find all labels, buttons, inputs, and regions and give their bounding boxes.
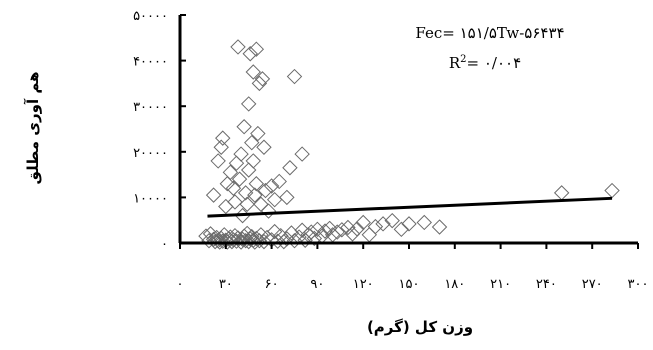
y-tick-label: ۴۰۰۰۰ <box>133 55 168 70</box>
data-point <box>321 220 338 237</box>
data-point <box>240 162 257 178</box>
data-point <box>231 171 248 187</box>
data-point <box>256 233 272 250</box>
data-point <box>269 233 286 249</box>
data-point <box>416 214 432 231</box>
data-point <box>239 225 255 242</box>
x-axis-title: وزن کل (گرم) <box>367 318 473 336</box>
data-point <box>286 233 303 249</box>
data-point <box>225 180 242 196</box>
data-point <box>604 182 620 199</box>
data-point <box>253 196 269 212</box>
data-point <box>294 222 310 238</box>
data-point <box>240 96 257 112</box>
data-point <box>257 182 274 199</box>
data-point <box>251 75 268 92</box>
trendline-layer <box>207 196 613 218</box>
x-tick-label: ۱۵۰ <box>399 277 420 292</box>
x-tick-label: ۰ <box>177 277 184 292</box>
y-tick-labels: ۰ ۱۰۰۰۰ ۲۰۰۰۰ ۳۰۰۰۰ ۴۰۰۰۰ ۵۰۰۰۰ <box>133 9 168 252</box>
data-point <box>245 153 261 169</box>
data-point <box>230 39 246 55</box>
data-point <box>317 223 333 239</box>
data-point <box>248 176 265 192</box>
r-squared: R2= ۰/۰۰۴ <box>449 54 521 72</box>
data-point <box>250 125 266 142</box>
data-point <box>349 221 365 237</box>
data-point <box>242 46 258 62</box>
x-tick-label: ۲۷۰ <box>582 277 603 292</box>
data-point <box>248 41 265 57</box>
y-tick-label: ۵۰۰۰۰ <box>133 9 168 24</box>
data-point <box>242 231 258 247</box>
data-point <box>279 189 295 206</box>
data-point <box>222 164 239 181</box>
data-point <box>367 218 384 235</box>
x-tick-label: ۱۲۰ <box>353 277 374 292</box>
r-squared-exponent: 2 <box>460 54 466 65</box>
data-point <box>237 233 254 249</box>
x-tick-label: ۶۰ <box>265 277 279 292</box>
data-point <box>306 230 323 247</box>
x-tick-labels: ۰ ۳۰ ۶۰ ۹۰ ۱۲۰ ۱۵۰ ۱۸۰ ۲۱۰ ۲۴۰ ۲۷۰ ۳۰۰ <box>177 277 649 292</box>
data-point <box>254 71 271 87</box>
data-point <box>361 227 378 243</box>
data-points <box>198 39 620 250</box>
data-point <box>237 185 254 201</box>
regression-equation: Fec= ۱۵۱/۵Tw-۵۶۴۳۴ <box>415 24 564 42</box>
x-tick-label: ۲۴۰ <box>536 277 557 292</box>
data-point <box>219 176 236 192</box>
data-point <box>271 173 287 190</box>
x-tick-label: ۲۱۰ <box>490 277 511 292</box>
r-squared-symbol: R <box>449 54 461 72</box>
x-tick-label: ۱۸۰ <box>444 277 465 292</box>
y-axis-title: هم آوری مطلق <box>24 72 42 185</box>
data-point <box>228 155 245 171</box>
data-point <box>236 119 252 135</box>
data-point <box>256 139 272 155</box>
data-point <box>227 194 243 210</box>
data-point <box>282 160 298 176</box>
x-tick-label: ۹۰ <box>310 277 324 292</box>
data-point <box>215 130 231 146</box>
data-point <box>393 221 410 238</box>
data-point <box>384 212 400 229</box>
data-point <box>286 68 303 85</box>
data-point <box>329 224 345 240</box>
axes <box>178 14 639 249</box>
y-tick-label: ۲۰۰۰۰ <box>133 146 168 161</box>
x-tick-label: ۳۰۰ <box>628 277 649 292</box>
data-point <box>247 187 263 203</box>
data-point <box>244 134 260 151</box>
r-squared-value: = ۰/۰۰۴ <box>467 54 522 72</box>
data-point <box>239 196 255 212</box>
data-point <box>266 223 283 240</box>
data-point <box>355 214 371 231</box>
data-point <box>431 219 448 235</box>
data-point <box>401 216 417 232</box>
data-point <box>245 64 261 80</box>
data-point <box>210 153 226 169</box>
data-point <box>334 222 350 238</box>
y-tick-label: ۰ <box>161 237 168 252</box>
x-tick-label: ۳۰ <box>219 277 233 292</box>
y-tick-label: ۱۰۰۰۰ <box>133 191 168 206</box>
data-point <box>553 185 570 201</box>
data-point <box>294 146 310 162</box>
data-point <box>263 178 280 194</box>
data-point <box>340 219 356 236</box>
data-point <box>233 146 249 162</box>
data-point <box>344 226 361 242</box>
data-point <box>375 216 391 232</box>
data-point <box>303 224 320 240</box>
data-point <box>213 139 229 155</box>
data-point <box>218 198 234 215</box>
y-tick-label: ۳۰۰۰۰ <box>133 100 168 115</box>
data-point <box>205 187 222 203</box>
data-point <box>260 203 277 219</box>
trendline <box>207 196 613 218</box>
